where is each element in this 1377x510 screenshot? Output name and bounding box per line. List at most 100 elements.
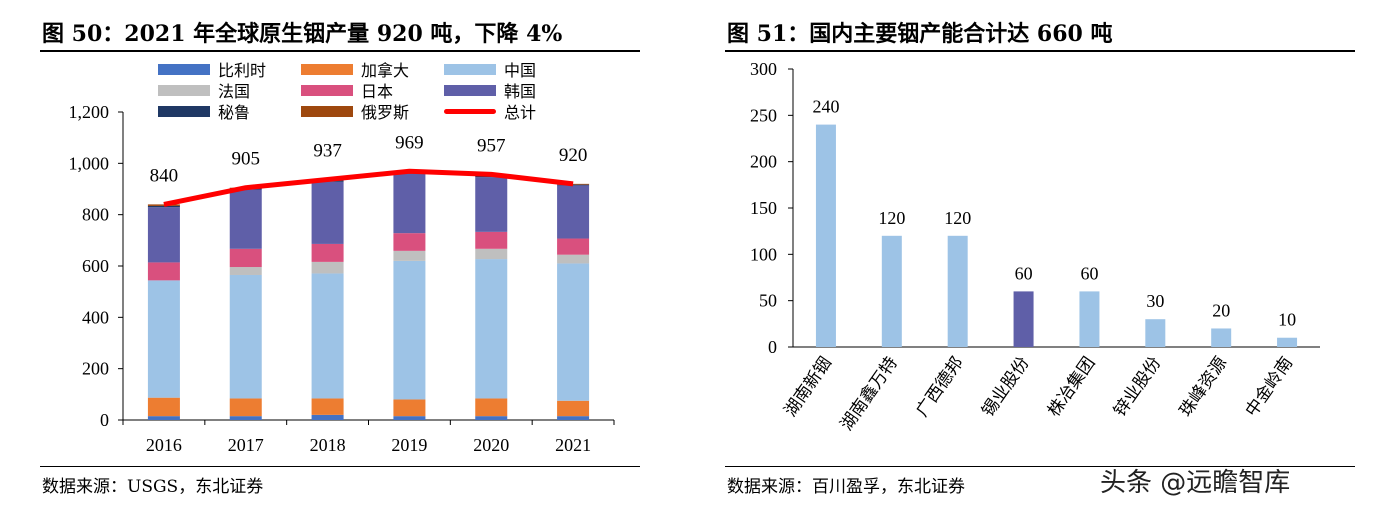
left-y-tick-label: 0	[100, 410, 109, 430]
left-bar-segment-加拿大-2020	[475, 398, 508, 417]
left-x-tick-label: 2019	[391, 435, 427, 455]
right-y-tick-label: 200	[750, 152, 777, 172]
right-source: 数据来源：百川盈孚，东北证券	[727, 477, 965, 497]
legend-label: 秘鲁	[218, 104, 250, 122]
left-bar-segment-俄罗斯-2016	[147, 204, 180, 206]
legend-swatch-秘鲁	[158, 106, 210, 117]
left-bar-segment-加拿大-2016	[147, 397, 180, 417]
left-y-tick-label: 600	[82, 256, 109, 276]
right-y-tick-label: 100	[750, 244, 777, 264]
left-bar-segment-加拿大-2017	[229, 398, 262, 417]
right-x-tick-label: 株冶集团	[1044, 353, 1099, 420]
right-y-tick-label: 0	[768, 337, 777, 357]
right-x-tick-label: 珠峰资源	[1176, 353, 1231, 420]
legend-label: 俄罗斯	[361, 104, 409, 122]
left-bar-segment-比利时-2019	[393, 416, 426, 420]
right-x-tick-label: 锡业股份	[978, 353, 1033, 420]
right-data-label: 10	[1278, 310, 1296, 330]
left-bar-segment-秘鲁-2016	[147, 205, 180, 208]
right-source-rule	[725, 466, 1355, 467]
left-chart-title: 图 50：2021 年全球原生铟产量 920 吨，下降 4%	[42, 21, 563, 47]
legend-line-swatch	[444, 109, 496, 114]
legend-label: 中国	[504, 62, 536, 80]
left-bar-segment-比利时-2018	[311, 414, 344, 420]
right-bar-锡业股份	[1013, 291, 1034, 347]
right-bar-珠峰资源	[1211, 328, 1232, 347]
left-y-tick-label: 400	[82, 307, 109, 327]
right-bar-湖南新铟	[815, 124, 836, 347]
left-bar-segment-韩国-2021	[557, 185, 590, 239]
right-bar-湖南鑫万特	[881, 235, 902, 347]
right-data-label: 20	[1212, 300, 1230, 320]
left-x-tick-label: 2017	[228, 435, 264, 455]
left-bar-segment-日本-2017	[229, 248, 262, 268]
left-bar-segment-比利时-2017	[229, 416, 262, 420]
left-x-tick-label: 2018	[310, 435, 346, 455]
left-source: 数据来源：USGS，东北证券	[42, 477, 264, 497]
legend-label: 比利时	[218, 62, 266, 80]
left-y-tick-label: 1,000	[69, 153, 110, 173]
left-bar-segment-法国-2019	[393, 250, 426, 261]
legend-swatch-日本	[301, 85, 353, 96]
left-total-label: 840	[150, 165, 179, 186]
left-bar-segment-韩国-2019	[393, 173, 426, 234]
right-data-label: 120	[878, 208, 905, 228]
left-bar-segment-比利时-2020	[475, 416, 508, 420]
left-bar-segment-韩国-2016	[147, 207, 180, 263]
right-x-tick-label: 广西德邦	[912, 353, 967, 420]
left-bar-segment-中国-2021	[557, 263, 590, 401]
left-y-tick-label: 800	[82, 205, 109, 225]
legend-swatch-韩国	[444, 85, 496, 96]
right-y-tick-label: 50	[759, 291, 777, 311]
right-title-rule	[725, 50, 1355, 52]
right-x-tick-label: 锌业股份	[1110, 353, 1165, 420]
left-bar-segment-中国-2017	[229, 274, 262, 399]
left-bar-segment-法国-2021	[557, 254, 590, 264]
legend-label: 加拿大	[361, 61, 409, 80]
left-bar-segment-韩国-2020	[475, 177, 508, 232]
legend-label: 总计	[504, 104, 536, 122]
left-bar-segment-日本-2019	[393, 233, 426, 251]
left-bar-segment-法国-2020	[475, 248, 508, 260]
left-bar-segment-中国-2019	[393, 260, 426, 400]
right-y-tick-label: 150	[750, 198, 777, 218]
left-bar-segment-法国-2017	[229, 267, 262, 275]
right-data-label: 240	[812, 97, 839, 117]
left-bar-segment-中国-2020	[475, 259, 508, 399]
left-total-line	[163, 168, 574, 207]
right-bar-株冶集团	[1079, 291, 1100, 347]
left-bar-segment-日本-2018	[311, 243, 344, 262]
left-x-tick-label: 2021	[555, 435, 591, 455]
legend-label: 日本	[361, 83, 393, 101]
left-total-label: 957	[477, 135, 506, 156]
left-y-tick-label: 1,200	[69, 102, 110, 122]
legend-swatch-俄罗斯	[301, 106, 353, 117]
right-y-tick-label: 300	[750, 59, 777, 79]
left-bar-segment-韩国-2018	[311, 181, 344, 244]
right-y-tick-label: 250	[750, 105, 777, 125]
left-bar-segment-比利时-2021	[557, 416, 590, 420]
left-bar-segment-加拿大-2018	[311, 398, 344, 415]
left-bar-segment-中国-2016	[147, 280, 180, 398]
right-bar-锌业股份	[1145, 319, 1166, 347]
right-data-label: 60	[1080, 263, 1098, 283]
legend-swatch-加拿大	[301, 64, 353, 75]
left-bar-segment-韩国-2017	[229, 189, 262, 249]
left-x-tick-label: 2016	[146, 435, 182, 455]
left-total-label: 969	[395, 132, 424, 153]
left-bar-segment-日本-2021	[557, 238, 590, 255]
left-y-tick-label: 200	[82, 359, 109, 379]
left-title-rule	[40, 50, 640, 52]
right-bar-中金岭南	[1277, 337, 1298, 347]
left-bar-segment-日本-2020	[475, 231, 508, 249]
left-total-label: 920	[559, 145, 588, 166]
left-bar-segment-加拿大-2021	[557, 400, 590, 417]
right-x-tick-label: 湖南新铟	[781, 353, 836, 420]
left-source-rule	[40, 466, 640, 467]
legend-label: 法国	[218, 83, 250, 101]
legend-label: 韩国	[504, 83, 536, 101]
left-total-label: 905	[232, 149, 261, 170]
watermark: 头条 @远瞻智库	[1100, 468, 1291, 498]
right-bar-广西德邦	[947, 235, 968, 347]
